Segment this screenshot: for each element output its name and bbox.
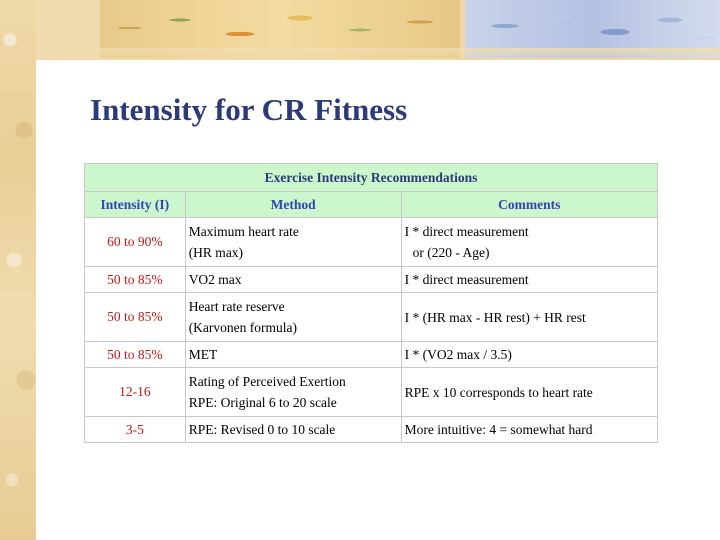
method-line: VO2 max — [188, 272, 242, 287]
comments-line: RPE x 10 corresponds to heart rate — [404, 384, 593, 400]
method-line: (HR max) — [188, 245, 244, 260]
table-row: 50 to 85% MET I * (VO2 max / 3.5) — [84, 341, 659, 368]
method-line: RPE: Revised 0 to 10 scale — [188, 422, 336, 437]
method-line: (Karvonen formula) — [188, 320, 298, 335]
table-row: 50 to 85% Heart rate reserve (Karvonen f… — [84, 292, 659, 342]
method-cell: Rating of Perceived Exertion RPE: Origin… — [184, 367, 402, 417]
comments-cell: I * direct measurement or (220 - Age) — [400, 217, 659, 267]
comments-line: I * direct measurement — [404, 224, 529, 239]
table-header-row: Intensity (I) Method Comments — [84, 191, 659, 218]
comments-cell: I * (VO2 max / 3.5) — [400, 341, 659, 368]
comments-cell: RPE x 10 corresponds to heart rate — [400, 367, 659, 417]
comments-line: I * direct measurement — [404, 272, 529, 287]
method-line: RPE: Original 6 to 20 scale — [188, 395, 337, 410]
comments-line: More intuitive: 4 = somewhat hard — [404, 422, 593, 437]
intensity-cell: 3-5 — [84, 416, 186, 443]
intensity-cell: 12-16 — [84, 367, 186, 417]
table-row: 12-16 Rating of Perceived Exertion RPE: … — [84, 367, 659, 417]
comments-cell: I * (HR max - HR rest) + HR rest — [400, 292, 659, 342]
intensity-table: Exercise Intensity Recommendations Inten… — [84, 163, 659, 443]
comments-cell: I * direct measurement — [400, 266, 659, 293]
decorative-left-border — [0, 0, 36, 540]
table-row: 3-5 RPE: Revised 0 to 10 scale More intu… — [84, 416, 659, 443]
method-line: Maximum heart rate — [188, 224, 299, 239]
table-caption: Exercise Intensity Recommendations — [84, 163, 658, 192]
comments-line: or (220 - Age) — [412, 245, 490, 260]
decorative-top-fade — [36, 48, 720, 62]
intensity-cell: 50 to 85% — [84, 292, 186, 342]
method-cell: VO2 max — [184, 266, 402, 293]
method-cell: Maximum heart rate (HR max) — [184, 217, 402, 267]
method-line: Heart rate reserve — [188, 299, 285, 314]
intensity-cell: 50 to 85% — [84, 266, 186, 293]
method-line: MET — [188, 347, 218, 362]
method-line: Rating of Perceived Exertion — [188, 374, 346, 389]
header-method: Method — [184, 191, 402, 218]
header-comments: Comments — [400, 191, 659, 218]
comments-cell: More intuitive: 4 = somewhat hard — [400, 416, 659, 443]
table-row: 50 to 85% VO2 max I * direct measurement — [84, 266, 659, 293]
intensity-table-container: Exercise Intensity Recommendations Inten… — [84, 163, 659, 443]
table-row: 60 to 90% Maximum heart rate (HR max) I … — [84, 217, 659, 267]
slide-title: Intensity for CR Fitness — [90, 92, 408, 127]
comments-line: I * (HR max - HR rest) + HR rest — [404, 309, 586, 325]
method-cell: MET — [184, 341, 402, 368]
header-intensity: Intensity (I) — [84, 191, 186, 218]
table-caption-row: Exercise Intensity Recommendations — [84, 163, 658, 192]
method-cell: Heart rate reserve (Karvonen formula) — [184, 292, 402, 342]
intensity-cell: 50 to 85% — [84, 341, 186, 368]
method-cell: RPE: Revised 0 to 10 scale — [184, 416, 402, 443]
intensity-cell: 60 to 90% — [84, 217, 186, 267]
comments-line: I * (VO2 max / 3.5) — [404, 347, 512, 362]
